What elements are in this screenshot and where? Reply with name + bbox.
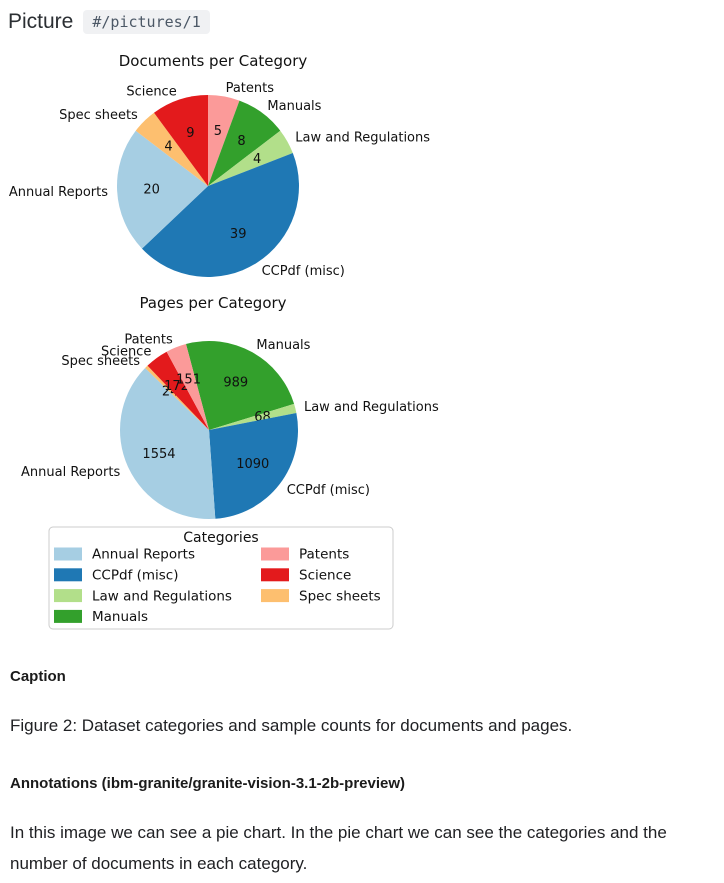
- legend-swatch-science: [261, 568, 289, 582]
- figure-image: Documents per Category 5 Patents 8 Manuals 4 L…: [8, 48, 468, 634]
- slice-value-science: 172: [164, 379, 189, 394]
- legend-label-annual-reports: Annual Reports: [92, 547, 195, 563]
- pie-slice-spec-sheets: [145, 365, 209, 430]
- slice-label-annual-reports: Annual Reports: [21, 465, 120, 480]
- breadcrumb: Picture #/pictures/1: [8, 10, 716, 34]
- slice-label-patents: Patents: [124, 333, 173, 348]
- pie-title-documents-per-category: Documents per Category: [119, 52, 308, 70]
- legend-swatch-law-and-regulations: [54, 589, 82, 603]
- legend-label-science: Science: [299, 568, 351, 584]
- annotations-text: In this image we can see a pie chart. In…: [10, 823, 667, 873]
- caption-text: Figure 2: Dataset categories and sample …: [10, 716, 573, 735]
- pie-slice-patents: [166, 344, 209, 430]
- pie-charts-figure: Documents per Category 5 Patents 8 Manuals 4 L…: [9, 52, 439, 630]
- slice-value-manuals: 8: [237, 134, 245, 149]
- slice-value-annual-reports: 1554: [142, 447, 175, 462]
- slice-label-spec-sheets: Spec sheets: [61, 354, 140, 369]
- legend-swatch-ccpdf-misc: [54, 568, 82, 582]
- legend-swatch-spec-sheets: [261, 589, 289, 603]
- slice-label-science: Science: [101, 344, 151, 359]
- slice-label-spec-sheets: Spec sheets: [59, 108, 138, 123]
- slice-value-spec-sheets: 4: [164, 139, 172, 154]
- legend-box: [48, 526, 394, 630]
- picture-path-chip[interactable]: #/pictures/1: [83, 10, 210, 34]
- legend-swatch-patents: [261, 547, 289, 561]
- legend-label-spec-sheets: Spec sheets: [299, 588, 381, 604]
- slice-value-annual-reports: 20: [143, 183, 160, 198]
- slice-label-annual-reports: Annual Reports: [9, 185, 108, 200]
- slice-value-patents: 151: [176, 372, 201, 387]
- caption-heading: Caption: [10, 668, 66, 685]
- page-title: Picture: [8, 10, 74, 33]
- caption-section: Caption Figure 2: Dataset categories and…: [8, 668, 716, 879]
- pie-slice-law-and-regulations: [209, 403, 297, 430]
- legend-swatch-annual-reports: [54, 547, 82, 561]
- slice-label-law-and-regulations: Law and Regulations: [304, 400, 439, 415]
- slice-value-ccpdf-misc: 39: [230, 227, 247, 242]
- slice-value-manuals: 989: [223, 375, 248, 390]
- pie-title-pages-per-category: Pages per Category: [139, 294, 286, 312]
- pie-slice-spec-sheets: [135, 112, 208, 186]
- pie-slice-ccpdf-misc: [141, 153, 299, 278]
- pie-slice-law-and-regulations: [208, 130, 293, 186]
- legend-label-patents: Patents: [299, 547, 349, 563]
- slice-label-science: Science: [126, 84, 176, 99]
- legend-label-ccpdf-misc: CCPdf (misc): [92, 568, 179, 584]
- slice-label-patents: Patents: [226, 81, 275, 96]
- legend-swatch-manuals: [54, 609, 82, 623]
- slice-label-ccpdf-misc: CCPdf (misc): [262, 264, 345, 279]
- legend-label-law-and-regulations: Law and Regulations: [92, 588, 232, 604]
- pie-slice-patents: [208, 95, 240, 186]
- legend-label-manuals: Manuals: [92, 609, 148, 625]
- slice-value-law-and-regulations: 4: [253, 152, 261, 167]
- pie-slice-annual-reports: [116, 130, 208, 249]
- slice-label-manuals: Manuals: [267, 99, 321, 114]
- slice-value-ccpdf-misc: 1090: [236, 457, 269, 472]
- slice-label-law-and-regulations: Law and Regulations: [295, 131, 430, 146]
- pie-slice-science: [153, 95, 208, 186]
- slice-label-manuals: Manuals: [256, 338, 310, 353]
- slice-value-science: 9: [186, 126, 194, 141]
- annotations-heading: Annotations (ibm-granite/granite-vision-…: [10, 775, 406, 792]
- pie-slice-manuals: [208, 100, 281, 186]
- pie-slice-science: [147, 351, 209, 430]
- pie-slice-ccpdf-misc: [209, 413, 299, 519]
- legend-title: Categories: [183, 530, 258, 546]
- slice-label-ccpdf-misc: CCPdf (misc): [287, 483, 370, 498]
- slice-value-patents: 5: [214, 124, 222, 139]
- pie-slice-annual-reports: [119, 368, 216, 520]
- pie-slice-manuals: [185, 340, 295, 430]
